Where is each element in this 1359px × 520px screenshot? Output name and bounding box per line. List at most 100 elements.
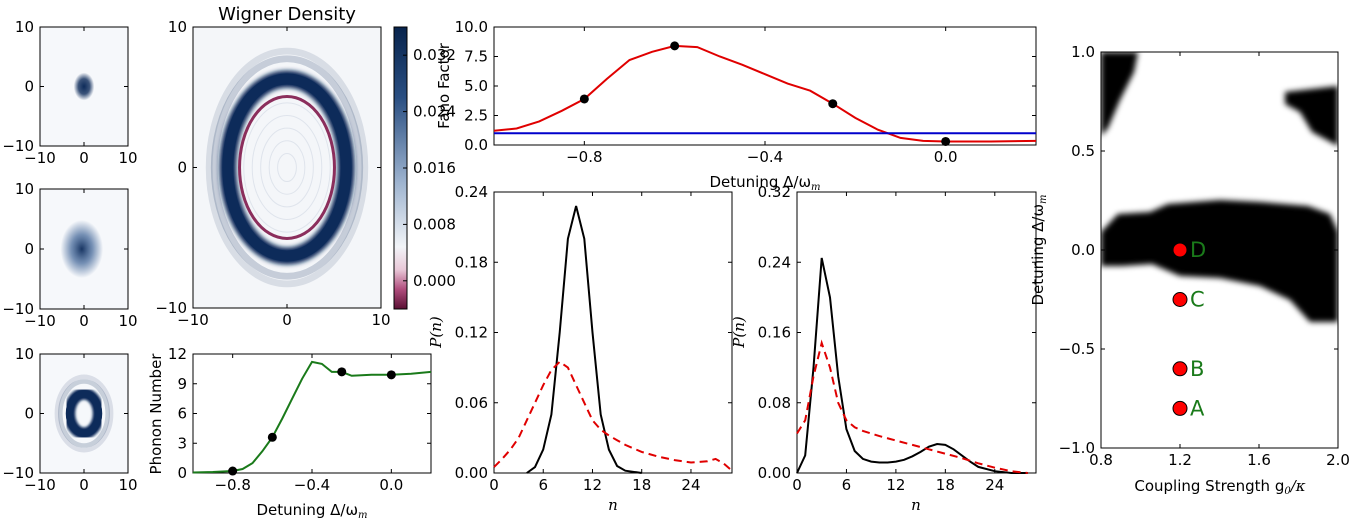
y-tick-label: 0.06 — [455, 394, 488, 412]
series-marks — [192, 360, 432, 476]
x-tick-label: 6 — [842, 476, 852, 494]
wigner-ring — [205, 47, 369, 288]
x-tick-label: 0 — [489, 476, 499, 494]
x-tick-label: −0.4 — [747, 148, 783, 166]
x-tick-label: 0 — [79, 476, 89, 494]
series-line-1 — [192, 360, 432, 474]
data-point — [579, 94, 589, 104]
chart-title: Wigner Density — [218, 4, 356, 25]
parameter-point-d — [1172, 242, 1188, 258]
x-tick-label: −0.4 — [294, 476, 330, 494]
series-marks — [493, 41, 1037, 146]
y-tick-label: −10 — [2, 464, 34, 482]
y-tick-label: −10 — [2, 137, 34, 155]
x-tick-label: 18 — [632, 476, 651, 494]
tick-labels: 0 6 12 18 24 0.00 0.08 0.16 0.24 0.32 — [758, 183, 1036, 494]
x-tick-label: 0 — [282, 311, 292, 329]
y-axis-label: P(n) — [730, 316, 748, 349]
data-point — [941, 136, 951, 146]
y-tick-label: 0.24 — [758, 253, 791, 271]
y-tick-label: 0 — [24, 405, 34, 423]
x-tick-label: 6 — [538, 476, 548, 494]
phonon-number-panel: −0.8 −0.4 0.0 0 3 6 9 12 Phonon Number Detuning… — [147, 345, 432, 520]
tick-labels: −10 0 10 −10 0 10 — [2, 345, 137, 494]
colorbar-tick-label: 0.024 — [413, 103, 456, 121]
x-tick-label: 24 — [681, 476, 700, 494]
tick-labels: −10 0 10 −10 0 10 — [2, 180, 137, 330]
ring-halo — [58, 379, 110, 448]
ring-halo — [54, 374, 114, 453]
y-tick-label: 3 — [177, 434, 187, 452]
data-point — [337, 367, 347, 377]
colorbar-tick-label: 0.016 — [413, 159, 456, 177]
region-top-left — [1101, 52, 1138, 136]
tick-labels: −0.8 −0.4 0.0 0.0 2.5 5.0 7.5 10.0 — [455, 18, 1036, 166]
small-density-panel-2: −10 0 10 −10 0 10 — [2, 180, 137, 330]
y-tick-label: −10 — [155, 299, 187, 317]
y-tick-label: 0.5 — [1071, 142, 1095, 160]
interference-ring — [268, 140, 306, 195]
x-tick-label: −10 — [177, 311, 209, 329]
y-tick-label: 0.24 — [455, 183, 488, 201]
ring-halo — [205, 47, 369, 288]
series-line-2 — [796, 339, 1028, 474]
plot-frame — [493, 26, 1037, 146]
tick-labels: 0 6 12 18 24 0.00 0.06 0.12 0.18 0.24 — [455, 183, 732, 494]
x-axis-label: Coupling Strength g0/κ — [1134, 477, 1305, 497]
x-tick-label: 12 — [886, 476, 905, 494]
region-top-right — [1285, 86, 1338, 146]
y-tick-label: 7.5 — [464, 48, 488, 66]
small-density-panel-3: −10 0 10 −10 0 10 — [2, 345, 137, 494]
plot-frame — [493, 191, 733, 474]
x-axis-label: n — [911, 496, 921, 514]
fano-factor-panel: −0.8 −0.4 0.00.02.55.07.510.0 Fano Factor … — [435, 18, 1037, 193]
colorbar-ticks: 0.032 0.024 0.016 0.008 0.000 — [403, 46, 456, 290]
y-axis-label: Detuning Δ/ωm — [1029, 195, 1049, 306]
data-point — [828, 99, 838, 109]
pn-distribution-panel-1: 0 6 12 18 24 0.00 0.06 0.12 0.18 0.24 P(n) n — [427, 183, 733, 514]
y-tick-label: 0.18 — [455, 253, 488, 271]
series-marks — [796, 257, 1028, 474]
interference-ring — [260, 127, 314, 208]
interference-ring — [251, 115, 323, 220]
density-blob — [60, 219, 104, 279]
y-tick-label: 0 — [177, 159, 187, 177]
x-tick-label: −10 — [24, 476, 56, 494]
y-axis-label: Phonon Number — [147, 353, 165, 475]
y-tick-label: 0 — [177, 464, 187, 482]
x-tick-label: 18 — [936, 476, 955, 494]
x-tick-label: 24 — [985, 476, 1004, 494]
y-tick-label: 12 — [168, 345, 187, 363]
y-tick-label: 0.0 — [464, 136, 488, 154]
parameter-points: D C BA — [1172, 238, 1206, 420]
point-label-b: B — [1190, 357, 1204, 381]
colorbar-tick-label: 0.000 — [413, 272, 456, 290]
density-blob — [73, 72, 95, 101]
colorbar-tick-label: 0.008 — [413, 215, 456, 233]
data-point — [386, 370, 396, 380]
x-tick-label: 10 — [371, 311, 390, 329]
y-tick-label: 0.00 — [455, 464, 488, 482]
point-label-d: D — [1190, 238, 1206, 262]
y-tick-label: 10 — [15, 345, 34, 363]
y-tick-label: 0.0 — [1071, 241, 1095, 259]
negative-ring — [238, 95, 336, 240]
x-tick-label: 0 — [792, 476, 802, 494]
y-tick-label: 10.0 — [455, 18, 488, 36]
x-axis-label: Detuning Δ/ωm — [257, 501, 368, 520]
parameter-point-b — [1172, 361, 1188, 377]
point-label-c: C — [1190, 288, 1205, 312]
coupling-map-panel: 0.8 1.2 1.6 2.0 −1.0 −0.5 0.0 0.5 1.0 D C BA Detun… — [1029, 43, 1350, 497]
y-tick-label: 6 — [177, 405, 187, 423]
series-line-1 — [526, 205, 642, 474]
y-axis-label: Fano Factor — [435, 42, 453, 129]
ring-core — [222, 73, 352, 262]
y-tick-label: 5.0 — [464, 77, 488, 95]
x-tick-label: 0.8 — [1089, 451, 1113, 469]
y-tick-label: 10 — [168, 18, 187, 36]
region-center — [1101, 200, 1338, 322]
y-axis-label: P(n) — [427, 316, 445, 349]
y-tick-label: 2.5 — [464, 107, 488, 125]
